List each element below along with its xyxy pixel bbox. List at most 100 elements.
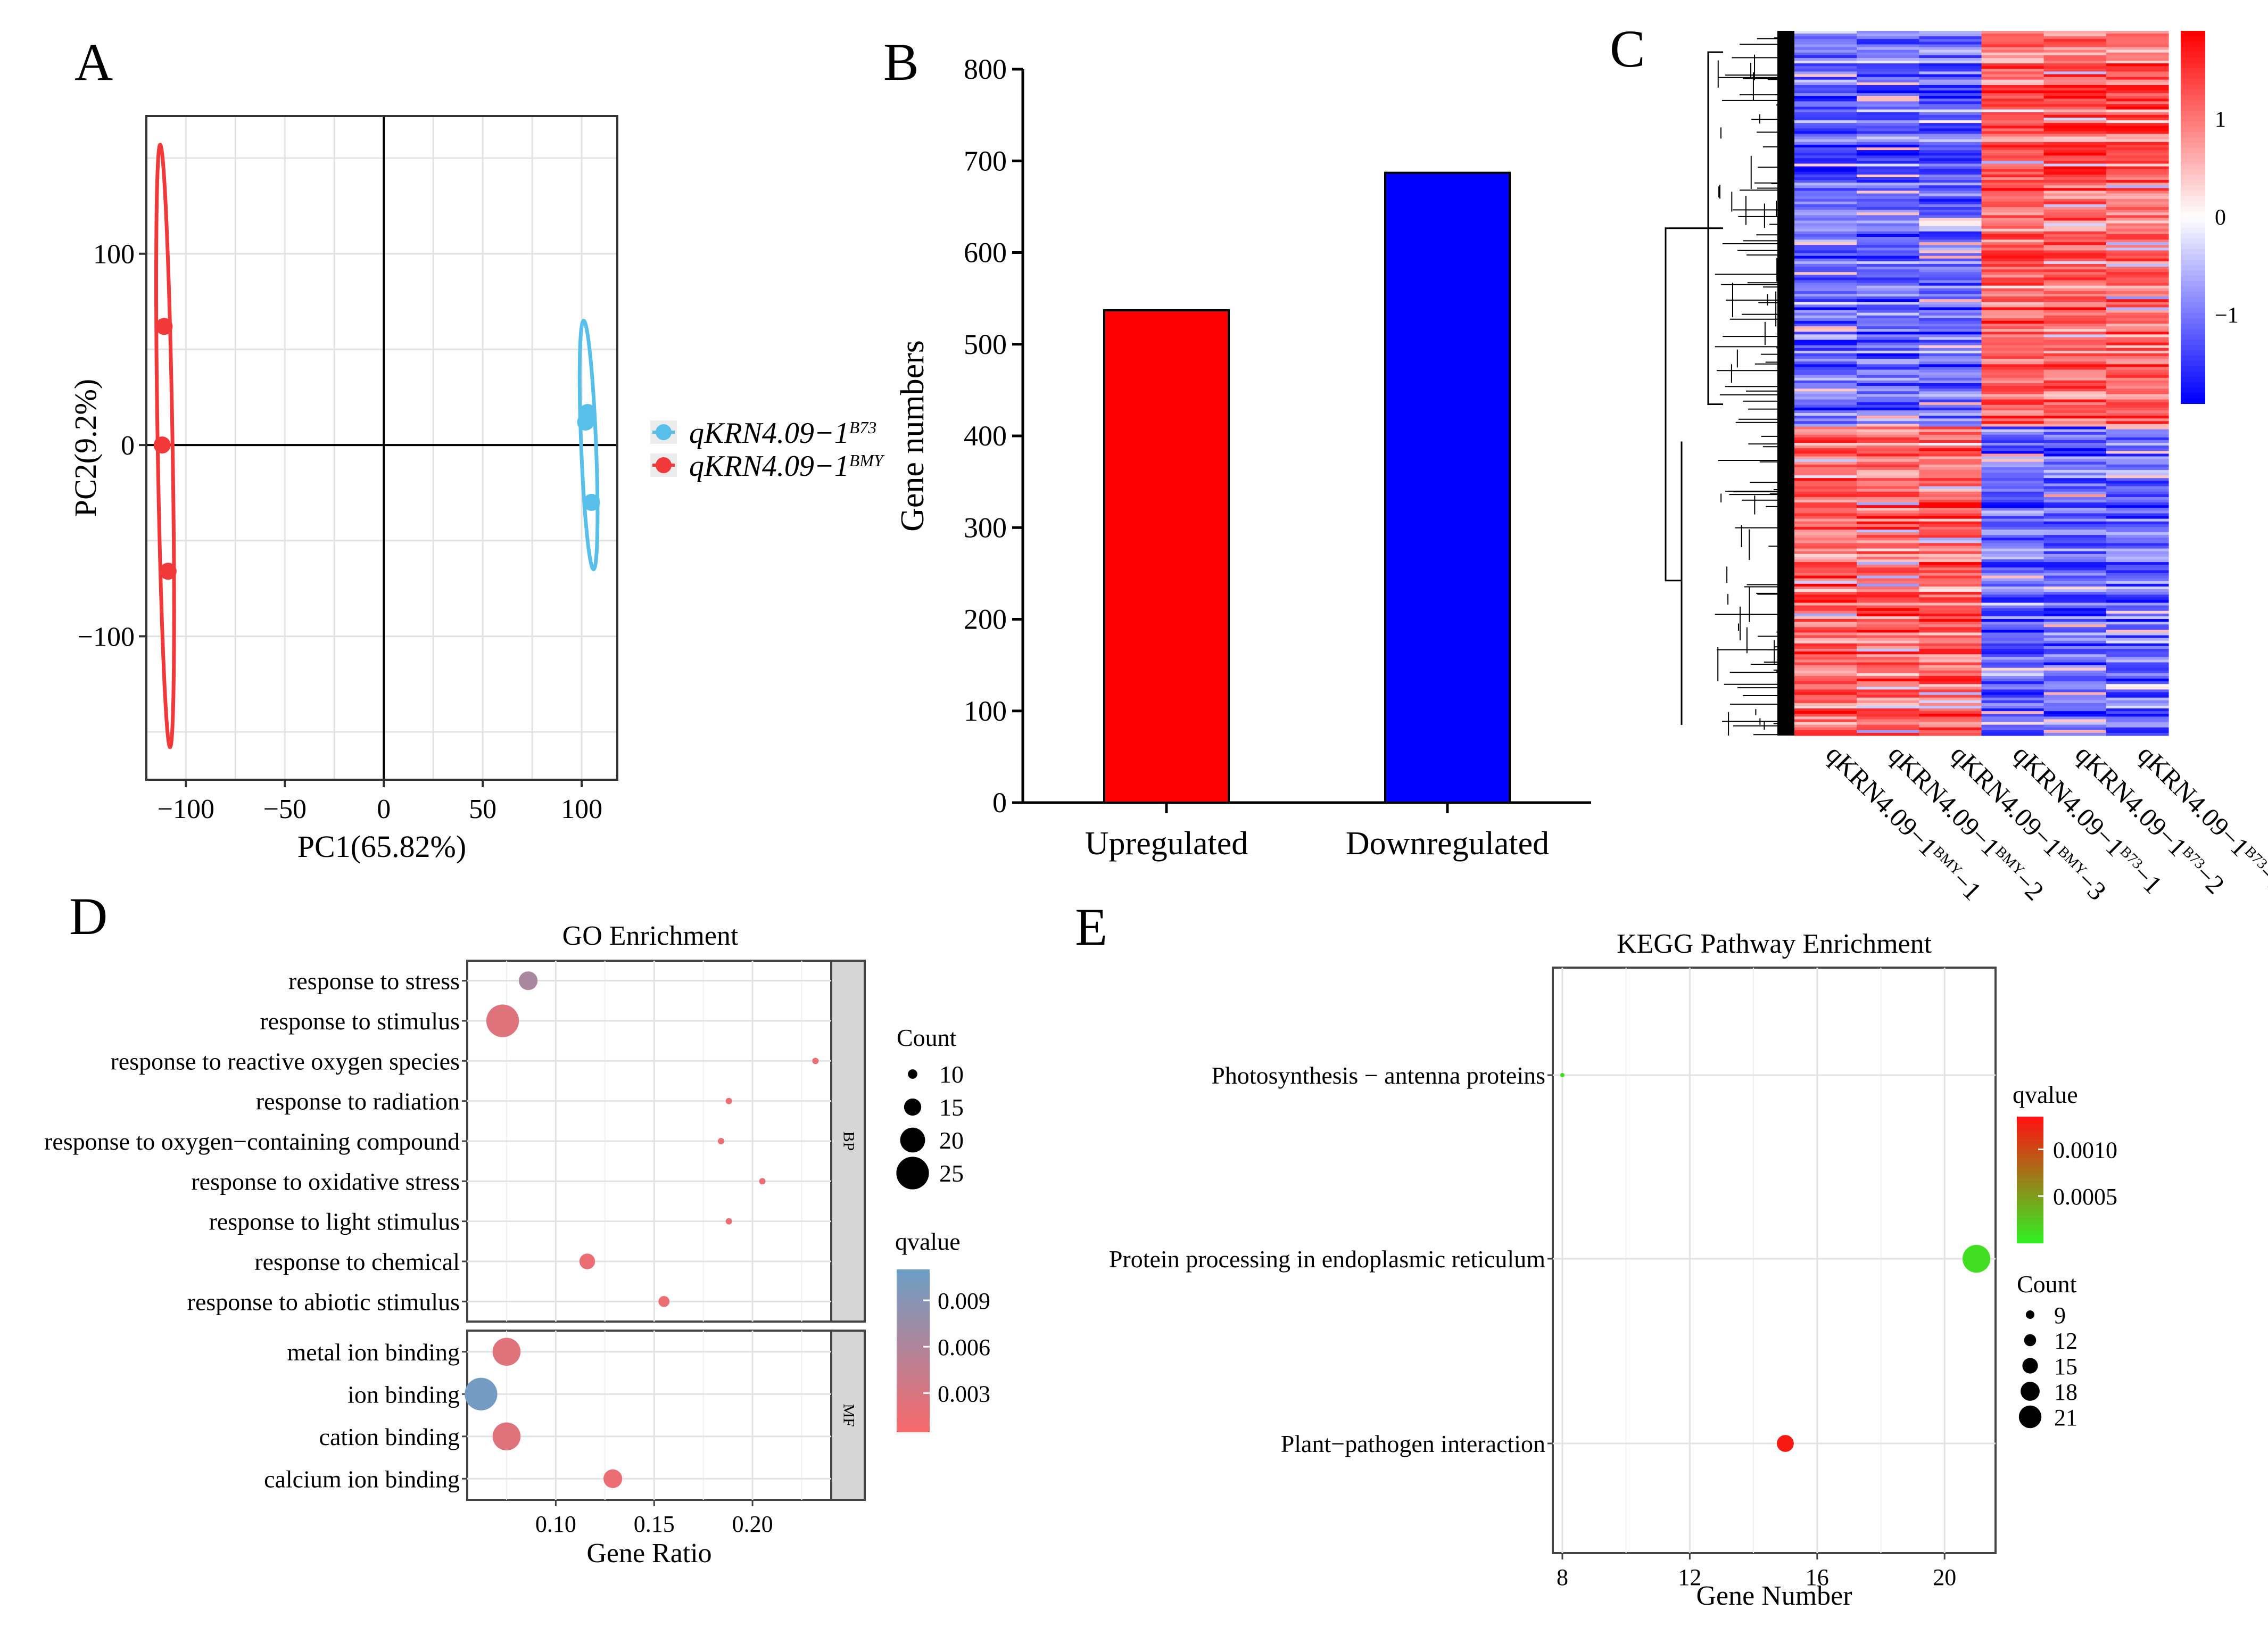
heatmap-cell bbox=[2106, 128, 2169, 132]
heatmap-cell bbox=[1919, 597, 1982, 600]
heatmap-cell bbox=[1857, 518, 1919, 522]
go-title: GO Enrichment bbox=[562, 921, 739, 951]
heatmap-cell bbox=[2043, 312, 2107, 316]
heatmap-cell bbox=[2106, 573, 2169, 576]
heatmap-cell bbox=[1857, 513, 1919, 517]
go-qvalue-colorbar-step bbox=[897, 1367, 930, 1371]
heatmap-cell bbox=[2106, 332, 2169, 335]
heatmap-cell bbox=[2106, 34, 2169, 37]
heatmap-cell bbox=[1981, 475, 2044, 478]
heatmap-cell bbox=[1981, 126, 2044, 129]
heatmap-cell bbox=[1857, 386, 1919, 389]
heatmap-cell bbox=[2043, 210, 2107, 213]
heatmap-cell bbox=[2106, 237, 2169, 240]
heatmap-cell bbox=[2043, 52, 2107, 56]
heatmap-cell bbox=[1919, 139, 1982, 143]
kegg-qvalue-colorbar-step bbox=[2017, 1187, 2043, 1191]
heatmap-cell bbox=[1794, 635, 1857, 639]
heatmap-cell bbox=[1919, 136, 1982, 140]
heatmap-cell bbox=[1794, 478, 1857, 481]
heatmap-cell bbox=[2106, 459, 2169, 463]
heatmap-cell bbox=[2043, 85, 2107, 88]
heatmap-cell bbox=[2106, 153, 2169, 156]
heatmap-cell bbox=[1857, 136, 1919, 140]
heatmap-cell bbox=[2043, 597, 2107, 600]
heatmap-cell bbox=[2106, 407, 2169, 411]
heatmap-cell bbox=[2106, 670, 2169, 674]
heatmap-cell bbox=[1794, 497, 1857, 500]
heatmap-cell bbox=[1857, 69, 1919, 72]
heatmap-cell bbox=[2043, 375, 2107, 378]
heatmap-cell bbox=[1919, 724, 1982, 728]
heatmap-cell bbox=[2106, 673, 2169, 676]
heatmap-cell bbox=[1857, 199, 1919, 202]
heatmap-cell bbox=[2043, 681, 2107, 684]
heatmap-cell bbox=[1919, 223, 1982, 227]
heatmap-cell bbox=[1794, 684, 1857, 687]
heatmap-cell bbox=[2043, 304, 2107, 308]
heatmap-cell bbox=[1981, 402, 2044, 406]
heatmap-cell bbox=[2043, 117, 2107, 121]
heatmap-cell bbox=[1919, 559, 1982, 563]
heatmap-cell bbox=[1981, 212, 2044, 216]
heatmap-cell bbox=[1857, 293, 1919, 297]
heatmap-cell bbox=[1981, 34, 2044, 37]
heatmap-cell bbox=[1857, 695, 1919, 698]
heatmap-cell bbox=[2043, 434, 2107, 438]
heatmap-cell bbox=[1857, 540, 1919, 544]
heatmap-cell bbox=[2106, 307, 2169, 311]
heatmap-cell bbox=[1857, 491, 1919, 495]
go-xtick-label: 0.10 bbox=[535, 1511, 576, 1537]
go-qvalue-colorbar-step bbox=[897, 1357, 930, 1361]
heatmap-cell bbox=[1857, 150, 1919, 153]
colorbar-step bbox=[2181, 372, 2205, 377]
go-qvalue-colorbar-step bbox=[897, 1292, 930, 1296]
heatmap-cell bbox=[1981, 708, 2044, 712]
colorbar-step bbox=[2181, 79, 2205, 85]
heatmap-cell bbox=[1981, 732, 2044, 736]
heatmap-cell bbox=[1857, 722, 1919, 725]
go-qvalue-tick-label: 0.006 bbox=[938, 1334, 990, 1360]
heatmap-cell bbox=[1857, 106, 1919, 110]
heatmap-cell bbox=[2106, 445, 2169, 449]
heatmap-cell bbox=[2106, 71, 2169, 75]
go-count-legend-dot bbox=[904, 1098, 922, 1116]
panel-label-c: C bbox=[1610, 19, 1645, 78]
heatmap-cell bbox=[1857, 559, 1919, 563]
heatmap-cell bbox=[2043, 394, 2107, 398]
heatmap-cell bbox=[1794, 255, 1857, 259]
heatmap-cell bbox=[1794, 391, 1857, 394]
heatmap-cell bbox=[2106, 448, 2169, 451]
heatmap-cell bbox=[1857, 649, 1919, 652]
heatmap-cell bbox=[1919, 708, 1982, 712]
heatmap-cell bbox=[1794, 139, 1857, 143]
heatmap-cell bbox=[2043, 193, 2107, 197]
heatmap-cell bbox=[1794, 155, 1857, 159]
heatmap-cell bbox=[1981, 163, 2044, 167]
heatmap-cell bbox=[1794, 535, 1857, 538]
heatmap-cell bbox=[1919, 112, 1982, 115]
heatmap-cell bbox=[2106, 147, 2169, 151]
heatmap-cell bbox=[1794, 605, 1857, 609]
heatmap-cell bbox=[2043, 272, 2107, 275]
heatmap-cell bbox=[1919, 578, 1982, 582]
heatmap-cell bbox=[1794, 443, 1857, 446]
heatmap-cell bbox=[1919, 66, 1982, 69]
colorbar-tick-label: 1 bbox=[2215, 108, 2226, 132]
heatmap-cell bbox=[2106, 521, 2169, 525]
heatmap-cell bbox=[2106, 185, 2169, 188]
heatmap-cell bbox=[1919, 169, 1982, 172]
heatmap-cell bbox=[2043, 708, 2107, 712]
heatmap-cell bbox=[2043, 486, 2107, 490]
heatmap-cell bbox=[2043, 49, 2107, 53]
heatmap-cell bbox=[2043, 703, 2107, 706]
heatmap-cell bbox=[1857, 318, 1919, 321]
go-qvalue-colorbar-step bbox=[897, 1415, 930, 1419]
heatmap-cell bbox=[1981, 191, 2044, 194]
colorbar-step bbox=[2181, 356, 2205, 361]
heatmap-cell bbox=[2106, 600, 2169, 604]
heatmap-cell bbox=[1919, 573, 1982, 576]
heatmap-cell bbox=[2106, 66, 2169, 69]
